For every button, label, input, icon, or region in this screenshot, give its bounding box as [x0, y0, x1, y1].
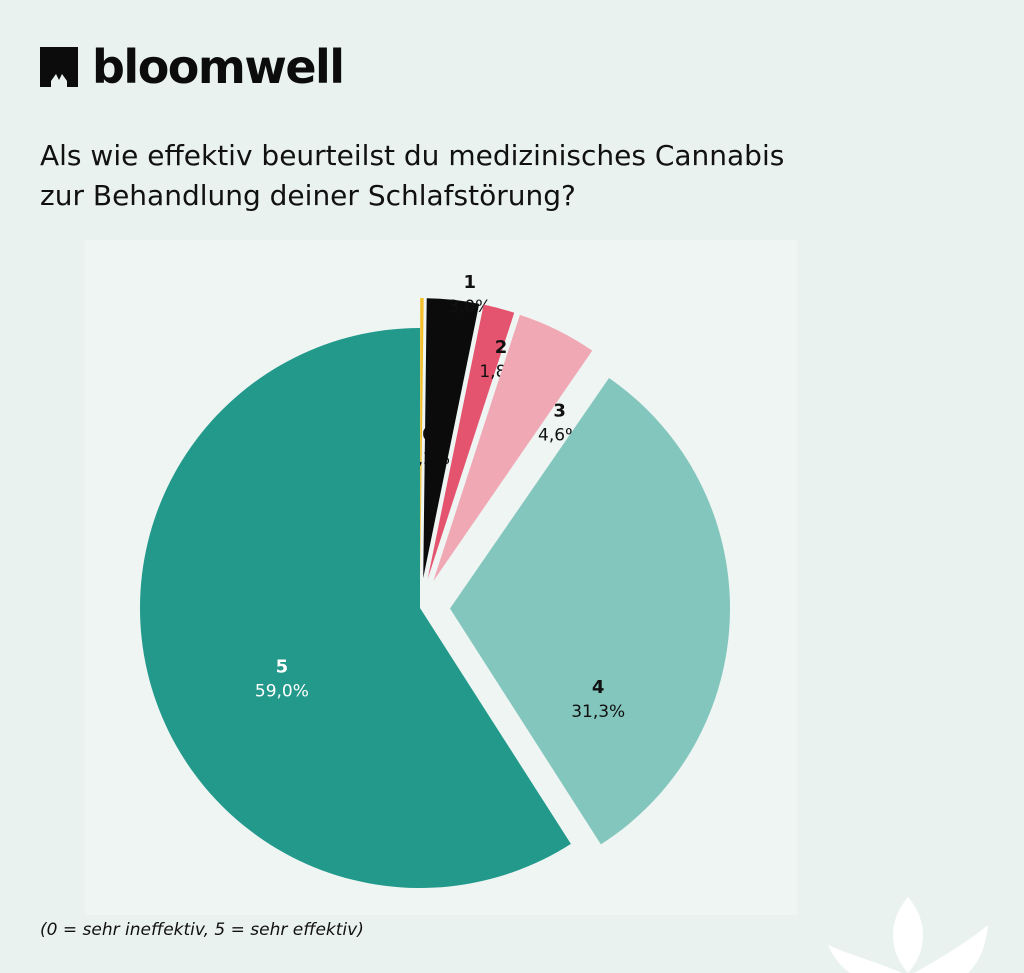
slice-category-label-1: 1 [463, 272, 476, 293]
lotus-decoration-icon [828, 897, 988, 973]
slice-value-label-5: 59,0% [255, 681, 309, 701]
question-line-2: zur Behandlung deiner Schlafstörung? [40, 179, 576, 212]
slice-category-label-5: 5 [276, 656, 289, 677]
pie-slice-0 [420, 298, 424, 579]
brand-name: bloomwell [92, 40, 345, 94]
pie-slice-4 [449, 378, 730, 845]
slice-category-label-3: 3 [553, 401, 566, 422]
pie-slice-2 [427, 304, 515, 579]
bloomwell-logo-icon [40, 47, 78, 87]
slice-category-label-4: 4 [592, 677, 605, 698]
brand-logo: bloomwell [40, 40, 345, 94]
slice-category-label-2: 2 [495, 337, 508, 358]
slice-value-label-4: 31,3% [571, 702, 625, 722]
pie-slice-3 [433, 314, 593, 582]
scale-footnote: (0 = sehr ineffektiv, 5 = sehr effektiv) [40, 920, 364, 940]
pie-slice-5 [139, 328, 571, 889]
slice-value-label-1: 3,0% [448, 297, 491, 317]
pie-slice-1 [423, 298, 480, 579]
question-line-1: Als wie effektiv beurteilst du medizinis… [40, 139, 785, 172]
chart-question: Als wie effektiv beurteilst du medizinis… [40, 136, 840, 216]
